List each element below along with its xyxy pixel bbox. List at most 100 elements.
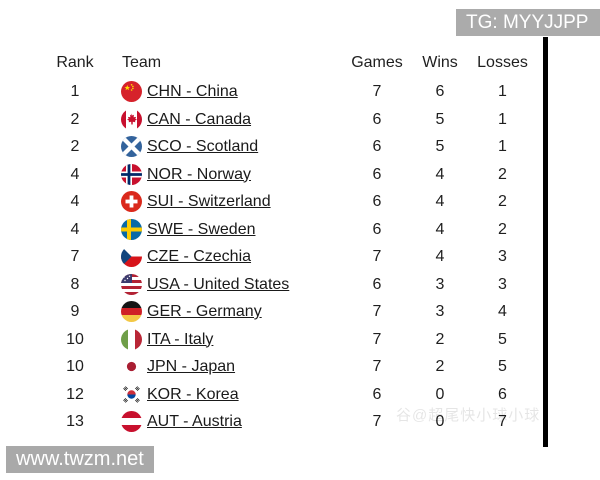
wins-value: 6 [435,83,445,100]
rank-value: 8 [70,275,80,293]
team-cell: KOR - Korea [147,381,239,409]
wins-value: 3 [435,275,445,293]
austria-flag-icon [121,411,142,432]
column-header-rank: Rank [56,54,94,71]
games-value: 6 [372,385,382,403]
team-link[interactable]: SUI - Switzerland [147,193,271,210]
faint-watermark: 谷@超尾快小球小球 [396,407,541,424]
losses-value: 2 [498,220,507,238]
games-value: 6 [372,165,382,183]
rank-value: 2 [70,110,80,128]
germany-flag-icon [121,301,142,322]
team-link[interactable]: SCO - Scotland [147,138,259,155]
table-row: 8 USA - United States 6 3 3 [0,271,600,299]
games-value: 6 [372,220,382,238]
team-link[interactable]: SWE - Sweden [147,220,256,238]
games-value: 7 [372,358,382,375]
column-header-games: Games [351,54,403,71]
losses-value: 5 [498,330,507,348]
team-cell: USA - United States [147,271,289,299]
table-row: 12 KOR - Korea 6 0 6 [0,381,600,409]
wins-value: 0 [435,385,445,403]
losses-value: 4 [498,303,507,320]
telegram-watermark-text: TG: MYYJJPP [466,11,589,33]
team-cell: CZE - Czechia [147,243,251,271]
games-value: 6 [372,193,382,210]
games-value: 6 [372,110,382,128]
column-header-losses: Losses [477,54,528,71]
team-cell: ITA - Italy [147,326,213,354]
team-link[interactable]: CAN - Canada [147,110,252,128]
wins-value: 2 [435,330,445,348]
rank-value: 10 [66,330,84,348]
wins-value: 2 [435,358,445,375]
team-cell: CHN - China [147,78,238,106]
table-row: 9 GER - Germany 7 3 4 [0,298,600,326]
rank-value: 10 [66,358,84,375]
table-row: 10 JPN - Japan 7 2 5 [0,353,600,381]
table-row: 4 NOR - Norway 6 4 2 [0,161,600,189]
team-link[interactable]: NOR - Norway [147,165,252,183]
site-watermark-text: www.twzm.net [16,448,144,470]
china-flag-icon [121,81,142,102]
team-link[interactable]: GER - Germany [147,303,262,320]
games-value: 6 [372,275,382,293]
games-value: 7 [372,413,382,430]
table-row: 4 SWE - Sweden 6 4 2 [0,216,600,244]
table-row: 7 CZE - Czechia 7 4 3 [0,243,600,271]
wins-value: 4 [435,248,445,265]
losses-value: 5 [498,358,507,375]
column-header-wins: Wins [422,54,458,71]
wins-value: 4 [435,165,445,183]
wins-value: 3 [435,303,445,320]
team-cell: AUT - Austria [147,408,242,436]
team-cell: SCO - Scotland [147,133,258,161]
team-cell: JPN - Japan [147,353,235,381]
wins-value: 5 [435,138,445,155]
team-link[interactable]: ITA - Italy [147,330,214,348]
team-link[interactable]: KOR - Korea [147,385,239,403]
losses-value: 6 [498,385,507,403]
telegram-watermark-badge: TG: MYYJJPP [456,9,600,36]
team-link[interactable]: USA - United States [147,275,290,293]
czechia-flag-icon [121,246,142,267]
japan-flag-icon [121,356,142,377]
games-value: 7 [372,248,382,265]
table-row: 2 SCO - Scotland 6 5 1 [0,133,600,161]
scotland-flag-icon [121,136,142,157]
table-row: 13 AUT - Austria 7 0 7 [0,408,600,436]
team-link[interactable]: JPN - Japan [147,358,236,375]
rank-value: 12 [66,385,84,403]
canada-flag-icon [121,108,142,130]
losses-value: 3 [498,275,507,293]
team-cell: GER - Germany [147,298,262,326]
sweden-flag-icon [121,218,142,240]
table-row: 1 CHN - China 7 6 1 [0,78,600,106]
losses-value: 2 [498,165,507,183]
games-value: 7 [372,303,382,320]
losses-value: 1 [498,138,507,155]
korea-flag-icon [121,383,142,405]
rank-value: 7 [70,248,80,265]
wins-value: 4 [435,193,445,210]
column-header-team: Team [122,54,162,71]
team-cell: SUI - Switzerland [147,188,271,216]
norway-flag-icon [121,163,142,185]
team-link[interactable]: CHN - China [147,83,238,100]
losses-value: 2 [498,193,507,210]
wins-value: 4 [435,220,445,238]
games-value: 7 [372,83,382,100]
games-value: 6 [372,138,382,155]
standings-table-body: 1 CHN - China 7 6 1 2 CAN - Canada 6 5 1 2 SCO - Sc… [0,78,600,436]
rank-value: 9 [70,303,80,320]
vertical-scrollbar[interactable] [543,37,548,447]
losses-value: 1 [498,83,507,100]
wins-value: 0 [435,413,445,430]
team-link[interactable]: CZE - Czechia [147,248,252,265]
rank-value: 4 [70,220,80,238]
team-link[interactable]: AUT - Austria [147,413,242,430]
table-row: 10 ITA - Italy 7 2 5 [0,326,600,354]
rank-value: 4 [70,193,80,210]
italy-flag-icon [121,328,142,350]
